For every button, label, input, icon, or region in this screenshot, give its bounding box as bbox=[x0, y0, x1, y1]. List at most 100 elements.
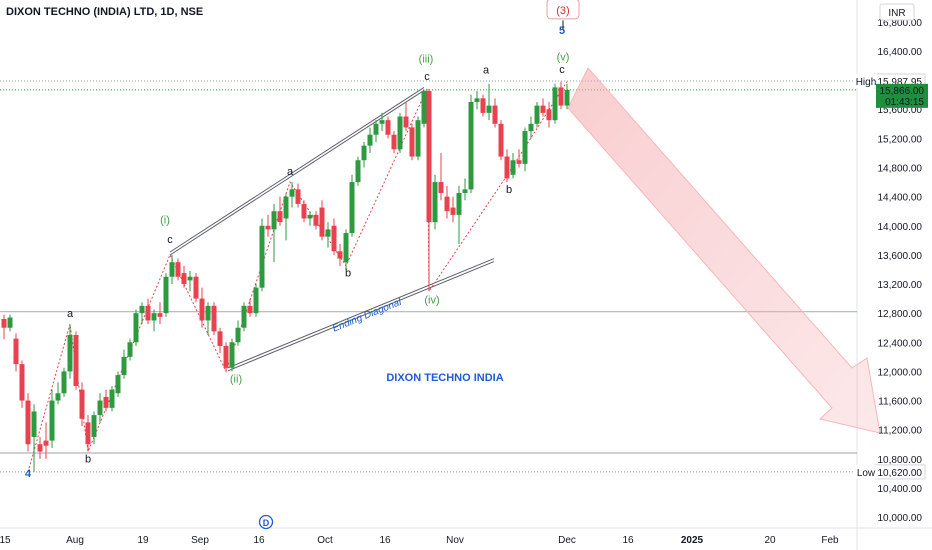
candle[interactable] bbox=[373, 120, 379, 143]
candle[interactable] bbox=[331, 218, 337, 255]
candle[interactable] bbox=[205, 302, 211, 336]
candle[interactable] bbox=[241, 302, 247, 332]
candle[interactable] bbox=[163, 273, 169, 317]
candle[interactable] bbox=[151, 309, 157, 332]
candle[interactable] bbox=[145, 298, 151, 325]
candle[interactable] bbox=[319, 200, 325, 241]
candle[interactable] bbox=[49, 389, 55, 448]
candle[interactable] bbox=[157, 302, 163, 325]
candle[interactable] bbox=[498, 120, 504, 161]
candle[interactable] bbox=[7, 314, 13, 332]
candle[interactable] bbox=[133, 309, 139, 346]
candle[interactable] bbox=[492, 98, 498, 128]
candle[interactable] bbox=[253, 284, 259, 317]
candle[interactable] bbox=[468, 94, 474, 193]
candle[interactable] bbox=[426, 88, 432, 292]
candle[interactable] bbox=[223, 342, 229, 372]
candle[interactable] bbox=[409, 123, 415, 161]
candle[interactable] bbox=[325, 222, 331, 248]
candle[interactable] bbox=[271, 203, 277, 263]
candle[interactable] bbox=[301, 200, 307, 223]
candle[interactable] bbox=[504, 149, 510, 183]
candle[interactable] bbox=[534, 101, 540, 128]
candle[interactable] bbox=[265, 214, 271, 237]
candle[interactable] bbox=[385, 116, 391, 139]
candle[interactable] bbox=[432, 174, 438, 230]
dividend-event-icon[interactable] bbox=[258, 514, 274, 530]
candle[interactable] bbox=[91, 411, 97, 445]
candle[interactable] bbox=[1, 314, 7, 340]
candle[interactable] bbox=[211, 302, 217, 336]
candle[interactable] bbox=[199, 287, 205, 328]
wave-degree-box[interactable] bbox=[546, 0, 580, 20]
candle[interactable] bbox=[516, 149, 522, 168]
candle[interactable] bbox=[109, 385, 115, 412]
currency-box[interactable] bbox=[879, 3, 915, 21]
candle[interactable] bbox=[79, 382, 85, 427]
candle[interactable] bbox=[73, 331, 79, 390]
candle[interactable] bbox=[121, 349, 127, 379]
candle[interactable] bbox=[462, 178, 468, 201]
lower-trendline[interactable] bbox=[227, 258, 495, 369]
candle[interactable] bbox=[115, 371, 121, 397]
candle[interactable] bbox=[193, 273, 199, 303]
projection-arrow[interactable] bbox=[567, 67, 881, 434]
candle[interactable] bbox=[379, 112, 385, 132]
candle[interactable] bbox=[175, 258, 181, 281]
candle[interactable] bbox=[13, 333, 19, 372]
candle[interactable] bbox=[510, 152, 516, 179]
candle[interactable] bbox=[415, 116, 421, 161]
candle[interactable] bbox=[277, 196, 283, 226]
candle[interactable] bbox=[139, 302, 145, 325]
candle[interactable] bbox=[217, 327, 223, 354]
candle[interactable] bbox=[31, 404, 37, 472]
candle[interactable] bbox=[343, 229, 349, 270]
candle[interactable] bbox=[67, 324, 73, 379]
candle[interactable] bbox=[127, 338, 133, 361]
candle[interactable] bbox=[19, 360, 25, 408]
candle[interactable] bbox=[259, 218, 265, 292]
candle[interactable] bbox=[397, 112, 403, 153]
candle[interactable] bbox=[444, 185, 450, 219]
candle[interactable] bbox=[450, 196, 456, 223]
candle[interactable] bbox=[25, 393, 31, 452]
candle[interactable] bbox=[187, 270, 193, 292]
candle[interactable] bbox=[474, 91, 480, 110]
candle[interactable] bbox=[456, 185, 462, 244]
candle[interactable] bbox=[37, 436, 43, 459]
candle[interactable] bbox=[103, 389, 109, 412]
candle[interactable] bbox=[235, 320, 241, 346]
candle[interactable] bbox=[361, 142, 367, 168]
candle[interactable] bbox=[403, 101, 409, 132]
candle[interactable] bbox=[307, 211, 313, 226]
candle[interactable] bbox=[229, 338, 235, 372]
candle[interactable] bbox=[486, 83, 492, 121]
candle[interactable] bbox=[546, 101, 552, 128]
candle[interactable] bbox=[480, 94, 486, 117]
candle[interactable] bbox=[247, 298, 253, 317]
candle[interactable] bbox=[289, 182, 295, 208]
candle[interactable] bbox=[313, 211, 319, 230]
candle[interactable] bbox=[367, 127, 373, 153]
candle[interactable] bbox=[349, 174, 355, 237]
candle[interactable] bbox=[558, 81, 564, 110]
candle[interactable] bbox=[421, 89, 427, 128]
candle[interactable] bbox=[181, 265, 187, 288]
candle[interactable] bbox=[528, 116, 534, 139]
candle[interactable] bbox=[522, 127, 528, 172]
candle[interactable] bbox=[540, 98, 546, 117]
candle[interactable] bbox=[295, 183, 301, 208]
candle[interactable] bbox=[169, 254, 175, 285]
candle[interactable] bbox=[552, 83, 558, 124]
candle[interactable] bbox=[438, 152, 444, 201]
candle[interactable] bbox=[337, 243, 343, 266]
wave-zigzag[interactable] bbox=[27, 81, 568, 473]
upper-trendline[interactable] bbox=[169, 86, 425, 253]
candle[interactable] bbox=[391, 131, 397, 153]
candle[interactable] bbox=[43, 422, 49, 459]
candle[interactable] bbox=[97, 393, 103, 423]
candle[interactable] bbox=[85, 415, 91, 452]
candle[interactable] bbox=[55, 382, 61, 405]
candle[interactable] bbox=[283, 192, 289, 241]
